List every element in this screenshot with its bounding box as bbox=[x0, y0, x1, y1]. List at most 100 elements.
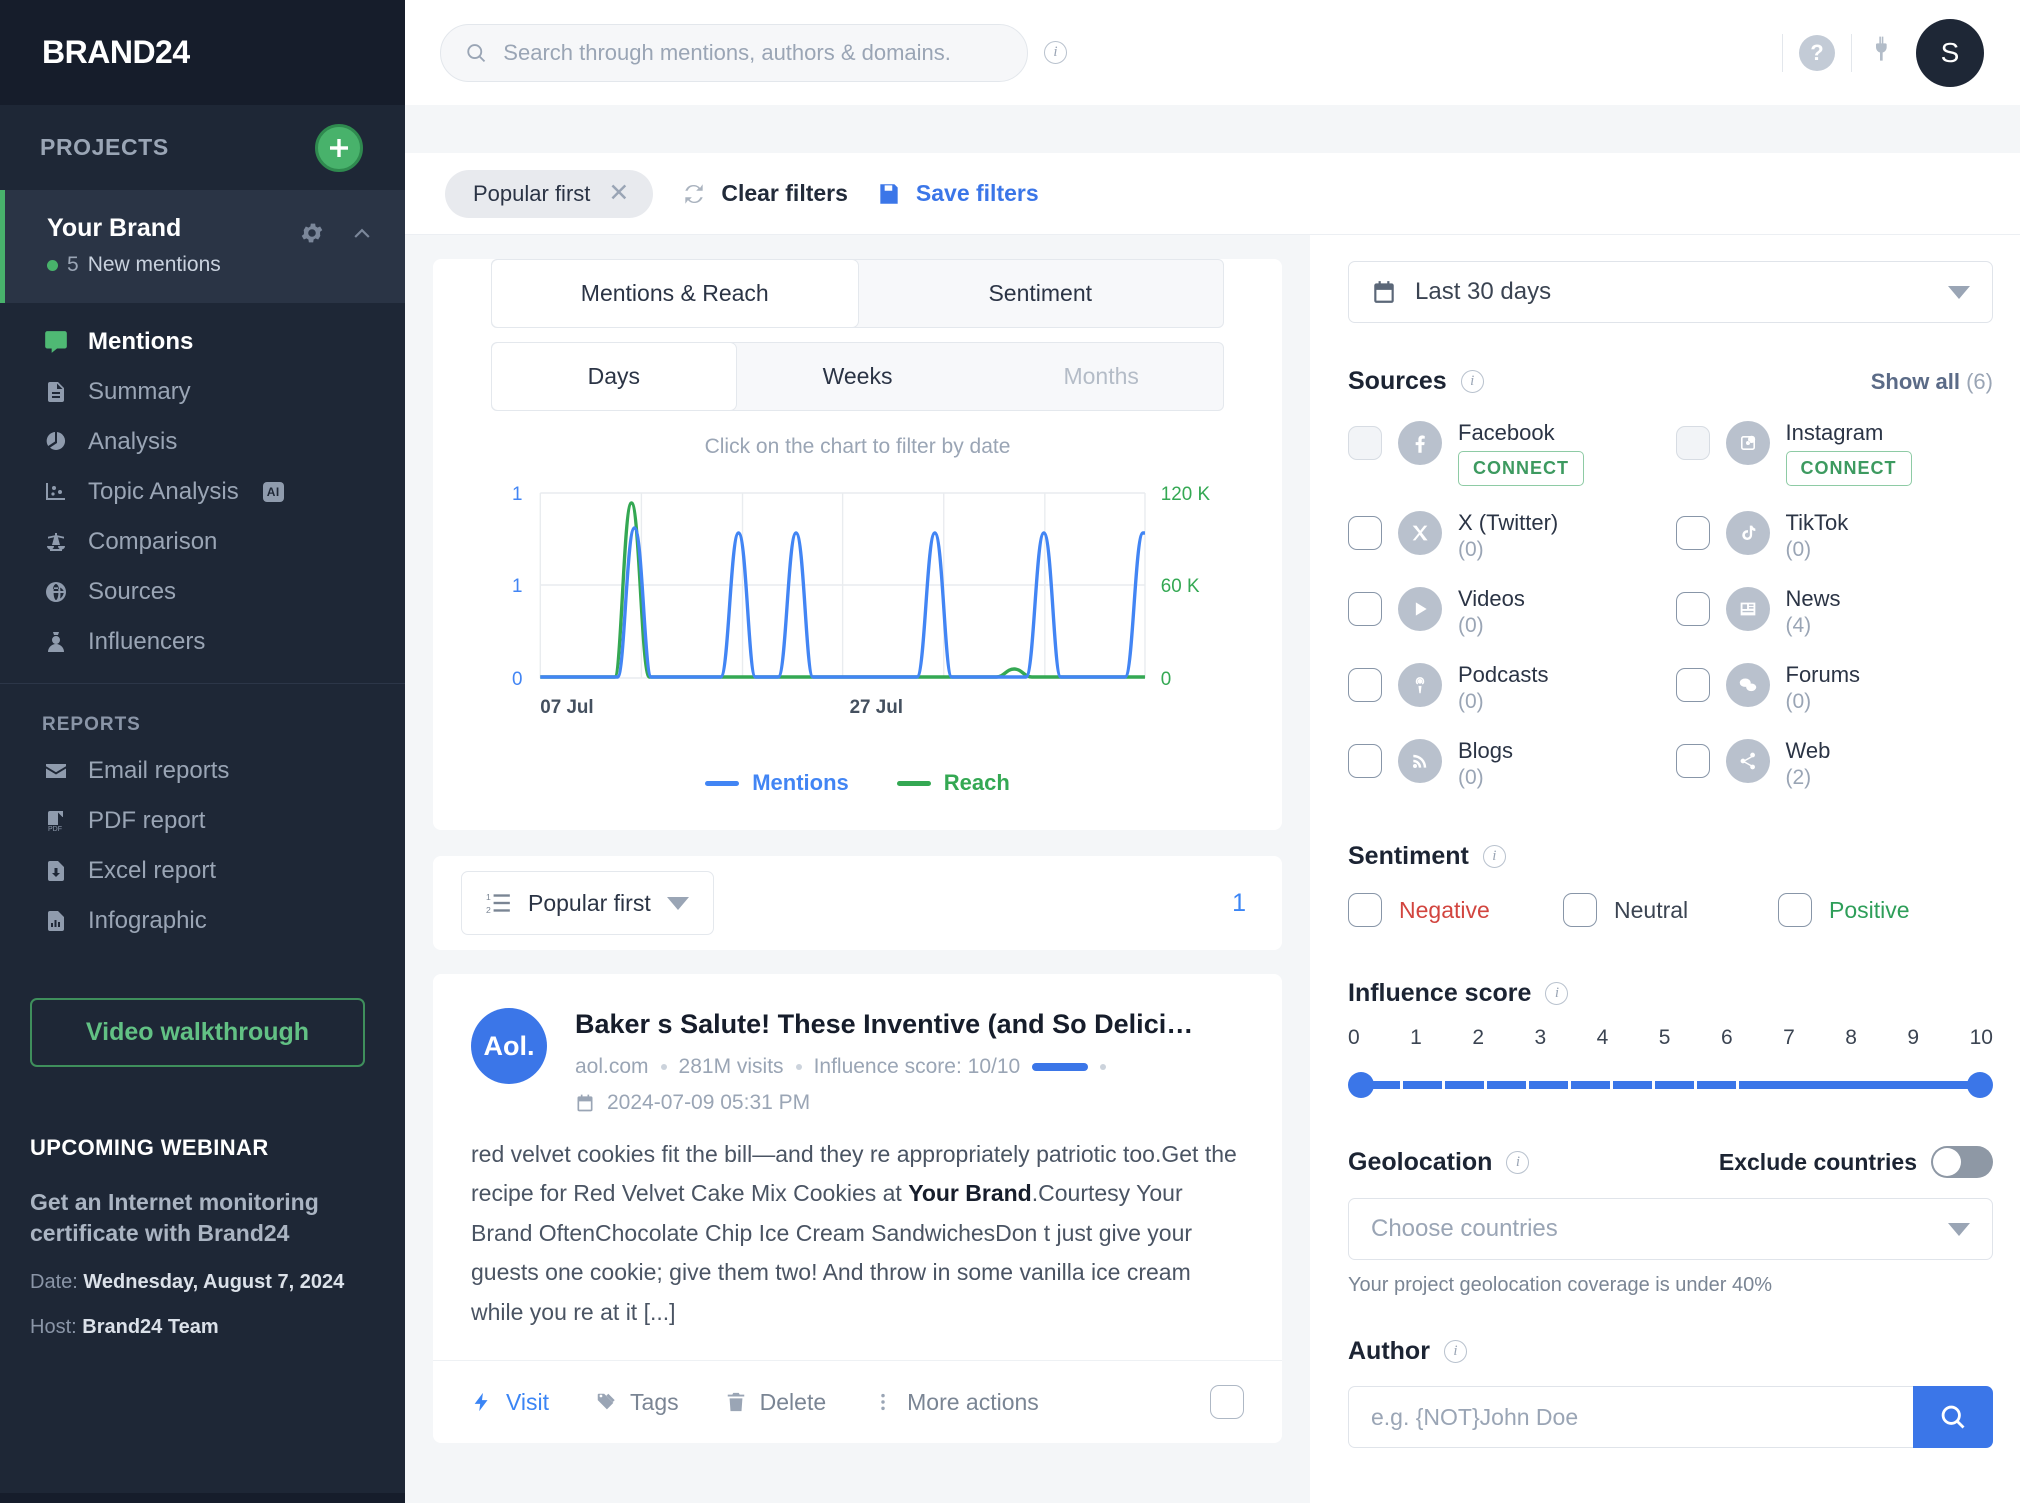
sidebar-item-summary[interactable]: Summary bbox=[0, 367, 405, 417]
info-icon[interactable]: i bbox=[1482, 845, 1506, 868]
visit-button[interactable]: Visit bbox=[471, 1389, 549, 1416]
sentiment-checkbox[interactable] bbox=[1563, 893, 1597, 927]
slider-knob-max[interactable] bbox=[1967, 1072, 1993, 1098]
sentiment-positive[interactable]: Positive bbox=[1778, 893, 1993, 927]
source-videos[interactable]: Videos (0) bbox=[1348, 584, 1666, 638]
sidebar-item-pdf-report[interactable]: PDF PDF report bbox=[0, 796, 405, 846]
source-checkbox[interactable] bbox=[1348, 592, 1382, 626]
source-news[interactable]: News (4) bbox=[1675, 584, 1994, 638]
avatar[interactable]: S bbox=[1916, 18, 1984, 87]
legend-item-reach[interactable]: Reach bbox=[896, 770, 1010, 796]
project-card-your-brand[interactable]: Your Brand 5 New mentions bbox=[0, 190, 405, 303]
source-checkbox[interactable] bbox=[1348, 426, 1382, 460]
active-filter-chip-popular-first[interactable]: Popular first ✕ bbox=[445, 169, 654, 218]
sidebar-item-excel-report[interactable]: Excel report bbox=[0, 846, 405, 896]
source-podcasts[interactable]: Podcasts (0) bbox=[1348, 660, 1666, 714]
source-facebook[interactable]: Facebook CONNECT bbox=[1348, 418, 1666, 486]
tab-weeks[interactable]: Weeks bbox=[822, 363, 893, 389]
y-right-tick: 60 K bbox=[1161, 576, 1200, 597]
info-icon[interactable]: i bbox=[1443, 1340, 1467, 1363]
chevron-up-icon[interactable] bbox=[349, 220, 375, 246]
source-forums[interactable]: Forums (0) bbox=[1675, 660, 1994, 714]
geolocation-header: Geolocation i Exclude countries bbox=[1348, 1146, 1993, 1178]
exclude-countries-toggle[interactable] bbox=[1931, 1146, 1993, 1178]
date-range-dropdown[interactable]: Last 30 days bbox=[1348, 261, 1993, 323]
author-header: Author i bbox=[1348, 1337, 1993, 1366]
source-web[interactable]: Web (2) bbox=[1675, 736, 1994, 790]
mention-header: Aol. Baker s Salute! These Inventive (an… bbox=[433, 974, 1282, 1115]
tab-mentions-reach[interactable]: Mentions & Reach bbox=[492, 260, 858, 327]
add-project-button[interactable] bbox=[315, 123, 363, 172]
clear-filters-button[interactable]: Clear filters bbox=[681, 180, 848, 207]
tab-months[interactable]: Months bbox=[1063, 363, 1139, 389]
info-icon[interactable]: i bbox=[1460, 370, 1484, 393]
calendar-icon bbox=[577, 1094, 593, 1112]
video-walkthrough-button[interactable]: Video walkthrough bbox=[30, 998, 365, 1067]
sidebar-item-analysis[interactable]: Analysis bbox=[0, 417, 405, 467]
mention-select-checkbox[interactable] bbox=[1210, 1385, 1244, 1420]
influence-slider[interactable] bbox=[1348, 1072, 1993, 1098]
delete-button[interactable]: Delete bbox=[725, 1389, 826, 1416]
tags-button[interactable]: Tags bbox=[595, 1389, 679, 1416]
sidebar-item-topic-analysis[interactable]: Topic Analysis AI bbox=[0, 467, 405, 517]
author-input[interactable] bbox=[1348, 1386, 1913, 1448]
brand-bar: BRAND24 bbox=[0, 0, 405, 105]
source-checkbox[interactable] bbox=[1675, 426, 1710, 460]
connect-button[interactable]: CONNECT bbox=[1785, 451, 1912, 486]
slider-knob-min[interactable] bbox=[1348, 1072, 1374, 1098]
info-icon[interactable]: i bbox=[1545, 982, 1569, 1005]
influence-bar bbox=[1032, 1062, 1089, 1071]
tab-days[interactable]: Days bbox=[492, 343, 736, 410]
source-checkbox[interactable] bbox=[1675, 516, 1710, 550]
source-checkbox[interactable] bbox=[1348, 516, 1382, 550]
sidebar-item-email-reports[interactable]: Email reports bbox=[0, 746, 405, 796]
source-checkbox[interactable] bbox=[1348, 744, 1382, 778]
mention-body-pre: red velvet cookies fit the bill—and they… bbox=[471, 1140, 1237, 1207]
source-tiktok[interactable]: TikTok (0) bbox=[1675, 508, 1994, 562]
sentiment-checkbox[interactable] bbox=[1348, 893, 1382, 927]
source-checkbox[interactable] bbox=[1675, 592, 1710, 626]
legend-item-mentions[interactable]: Mentions bbox=[705, 770, 849, 796]
mentions-reach-chart[interactable]: 1 1 0 120 K 60 K 0 07 Jul 27 Jul bbox=[433, 473, 1282, 756]
sidebar-item-label: Influencers bbox=[88, 628, 206, 655]
choose-countries-dropdown[interactable]: Choose countries bbox=[1348, 1198, 1993, 1260]
more-actions-button[interactable]: More actions bbox=[872, 1389, 1039, 1416]
mention-date: 2024-07-09 05:31 PM bbox=[607, 1090, 811, 1114]
source-instagram[interactable]: Instagram CONNECT bbox=[1675, 418, 1994, 486]
sidebar-item-influencers[interactable]: Influencers bbox=[0, 617, 405, 667]
source-name: Web bbox=[1785, 738, 1831, 763]
save-filters-button[interactable]: Save filters bbox=[876, 180, 1039, 207]
tags-label: Tags bbox=[630, 1388, 679, 1415]
global-search[interactable] bbox=[440, 23, 1028, 82]
sentiment-negative[interactable]: Negative bbox=[1348, 893, 1563, 927]
info-icon[interactable]: i bbox=[1506, 1150, 1530, 1174]
share-icon bbox=[1725, 739, 1770, 783]
source-x-twitter[interactable]: X (Twitter) (0) bbox=[1348, 508, 1666, 562]
source-checkbox[interactable] bbox=[1675, 744, 1710, 778]
sentiment-neutral[interactable]: Neutral bbox=[1563, 893, 1778, 927]
gear-icon[interactable] bbox=[299, 220, 325, 246]
source-checkbox[interactable] bbox=[1675, 668, 1710, 702]
author-search-button[interactable] bbox=[1913, 1386, 1993, 1448]
sentiment-checkbox[interactable] bbox=[1778, 893, 1812, 927]
show-all-sources-link[interactable]: Show all (6) bbox=[1871, 369, 1993, 395]
plug-icon[interactable] bbox=[1868, 34, 1900, 71]
sidebar-item-comparison[interactable]: Comparison bbox=[0, 517, 405, 567]
mention-title[interactable]: Baker s Salute! These Inventive (and So … bbox=[575, 1009, 1194, 1039]
webinar-host-value: Brand24 Team bbox=[82, 1316, 219, 1339]
sidebar-item-mentions[interactable]: Mentions bbox=[0, 317, 405, 367]
help-icon[interactable]: ? bbox=[1799, 34, 1835, 71]
source-checkbox[interactable] bbox=[1348, 668, 1382, 702]
close-icon[interactable]: ✕ bbox=[608, 179, 630, 207]
connect-button[interactable]: CONNECT bbox=[1458, 451, 1584, 486]
results-count: 1 bbox=[1232, 888, 1246, 917]
search-input[interactable] bbox=[503, 39, 1003, 66]
source-blogs[interactable]: Blogs (0) bbox=[1348, 736, 1666, 790]
play-icon bbox=[1398, 587, 1442, 631]
info-icon[interactable]: i bbox=[1044, 41, 1067, 64]
sidebar-item-infographic[interactable]: Infographic bbox=[0, 896, 405, 946]
chart-type-tabs: Mentions & Reach Sentiment bbox=[491, 259, 1224, 328]
sidebar-item-sources[interactable]: Sources bbox=[0, 567, 405, 617]
tab-sentiment[interactable]: Sentiment bbox=[988, 280, 1093, 306]
